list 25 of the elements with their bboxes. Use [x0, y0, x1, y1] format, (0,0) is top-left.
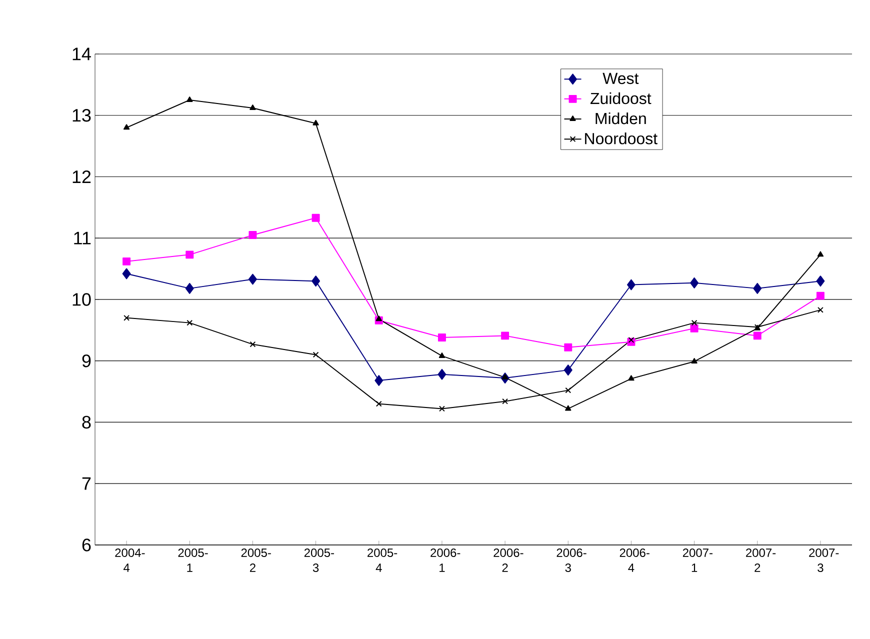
x-tick-label: 2005-3 [304, 548, 334, 572]
y-tick-label: 14 [72, 48, 91, 60]
legend-label: Midden [596, 112, 646, 124]
x-tick-label: 2006-2 [494, 548, 524, 572]
x-tick-label: 2004-4 [115, 548, 145, 572]
y-tick-label: 9 [82, 354, 91, 368]
x-tick-label: 2007-2 [746, 548, 776, 572]
x-tick-label: 2005-1 [178, 548, 208, 572]
y-tick-label: 8 [82, 416, 91, 429]
y-tick-label: 6 [82, 538, 91, 552]
y-tick-label: 13 [72, 109, 91, 122]
x-tick-label: 2006-1 [430, 548, 460, 572]
legend-label: West [602, 72, 639, 84]
y-tick-label: 7 [82, 477, 91, 490]
x-tick-label: 2006-4 [620, 548, 650, 572]
x-tick-label: 2007-3 [809, 548, 839, 572]
legend-label: Zuidoost [590, 92, 652, 104]
y-tick-label: 11 [74, 232, 91, 244]
x-tick-label: 2005-4 [368, 548, 398, 572]
y-tick-label: 12 [72, 170, 91, 184]
y-tick-label: 10 [72, 293, 91, 306]
legend-label: Noordoost [585, 132, 658, 144]
x-tick-label: 2005-2 [241, 548, 271, 572]
x-tick-label: 2006-3 [556, 548, 586, 572]
x-tick-label: 2007-1 [682, 548, 713, 572]
